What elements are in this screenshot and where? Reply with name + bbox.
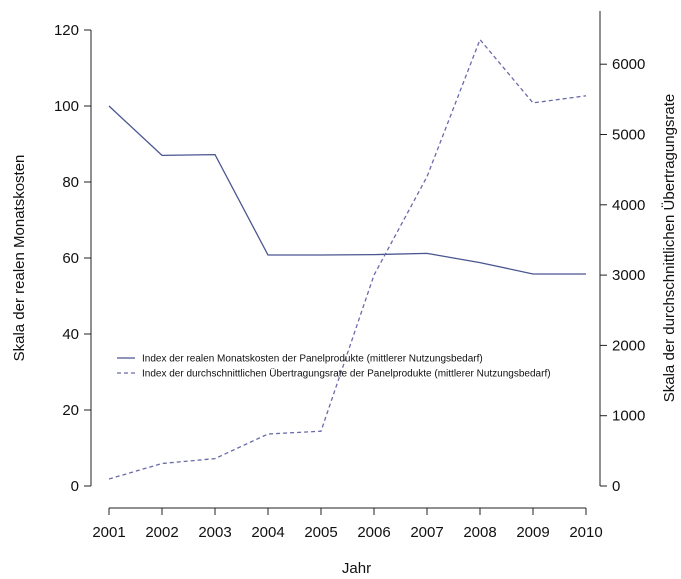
legend-label: Index der realen Monatskosten der Panelp…	[142, 354, 483, 365]
x-tick-label: 2001	[92, 524, 125, 541]
right-y-tick-label: 3000	[612, 267, 645, 284]
right-y-tick-label: 6000	[612, 56, 645, 73]
x-tick-label: 2009	[516, 524, 549, 541]
x-tick-label: 2003	[198, 524, 231, 541]
x-tick-label: 2004	[251, 524, 284, 541]
left-y-axis-title: Skala der realen Monatskosten	[11, 155, 28, 362]
left-y-tick-label: 60	[62, 250, 79, 267]
series-line-monthly-costs	[108, 105, 586, 275]
right-y-tick-label: 2000	[612, 337, 645, 354]
x-tick-label: 2008	[463, 524, 496, 541]
right-y-tick-label: 1000	[612, 408, 645, 425]
x-tick-label: 2006	[357, 524, 390, 541]
left-y-tick-label: 100	[54, 98, 79, 115]
left-y-tick-label: 80	[62, 174, 79, 191]
x-tick-label: 2007	[410, 524, 443, 541]
right-y-axis-title: Skala der durchschnittlichen Übertragung…	[660, 94, 678, 403]
right-y-tick-label: 4000	[612, 197, 645, 214]
right-y-tick-label: 0	[612, 478, 620, 495]
series-line-transfer-rate	[108, 38, 587, 480]
x-axis-title: Jahr	[342, 560, 371, 577]
x-tick-label: 2005	[304, 524, 337, 541]
x-tick-label: 2010	[569, 524, 602, 541]
axes: 0 20 40 60 80 100 120 0 1000 2000 3000 4000 5000 6000…	[54, 11, 645, 541]
left-y-tick-label: 0	[71, 478, 79, 495]
left-y-tick-label: 20	[62, 402, 79, 419]
x-tick-label: 2002	[145, 524, 178, 541]
series-layer	[108, 38, 587, 480]
left-y-tick-label: 40	[62, 326, 79, 343]
legend-label: Index der durchschnittlichen Übertragung…	[142, 368, 551, 380]
right-y-tick-label: 5000	[612, 127, 645, 144]
left-y-tick-label: 120	[54, 22, 79, 39]
legend: Index der realen Monatskosten der Panelp…	[117, 354, 551, 380]
